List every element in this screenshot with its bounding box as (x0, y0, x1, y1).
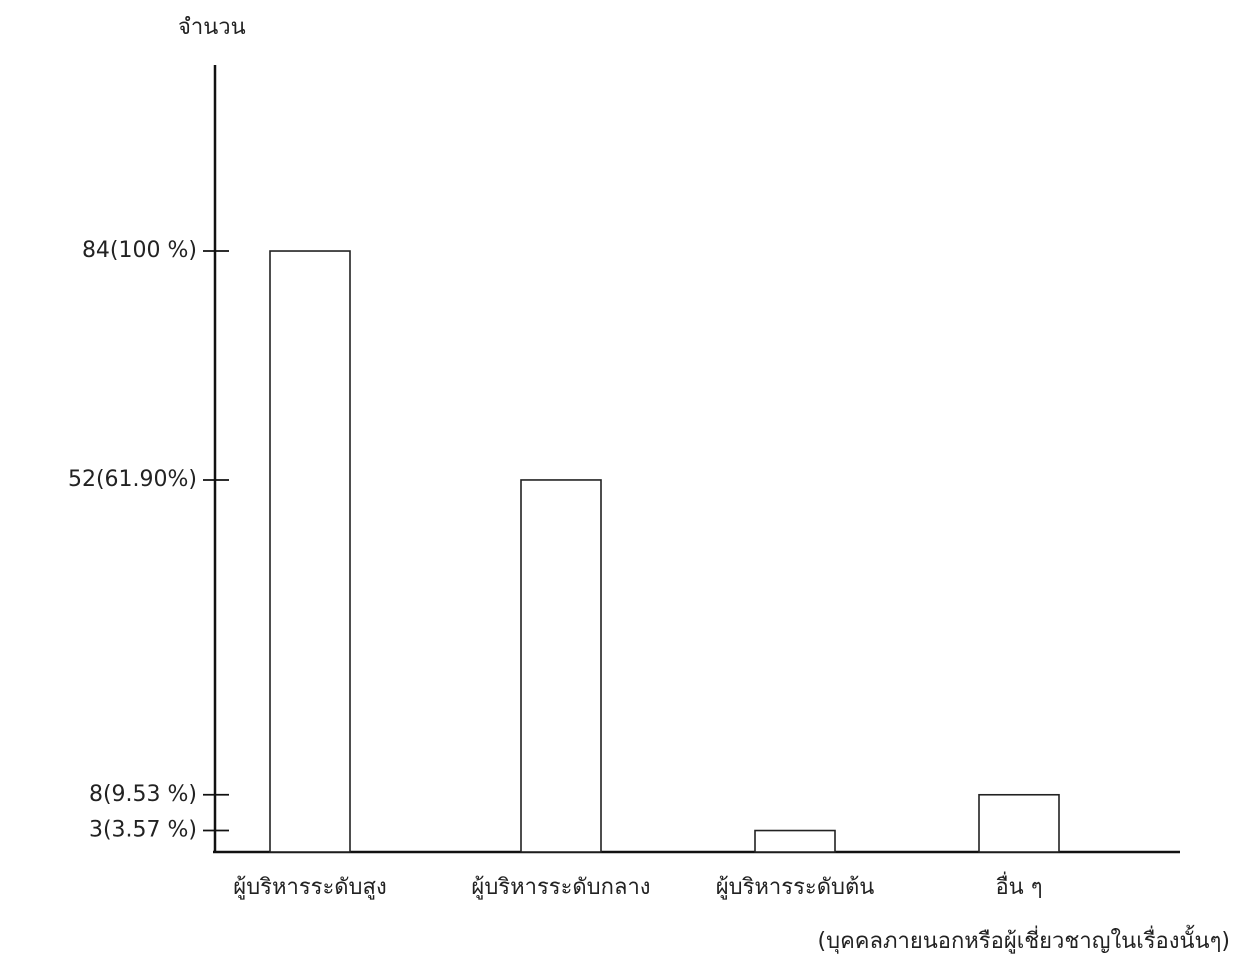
bar (754, 829, 836, 853)
y-tick-label: 3(3.57 %) (89, 818, 197, 843)
x-tick-label: ผู้บริหารระดับต้น (716, 875, 875, 900)
bar (520, 479, 602, 853)
x-tick-label: ผู้บริหารระดับกลาง (471, 875, 650, 900)
x-tick-label: อื่น ๆ (995, 871, 1042, 900)
bar (978, 793, 1060, 853)
bar (269, 250, 351, 853)
x-tick-label: ผู้บริหารระดับสูง (233, 875, 386, 900)
y-tick-label: 52(61.90%) (68, 467, 197, 492)
y-axis-title: จำนวน (178, 15, 246, 40)
category-note: (บุคคลภายนอกหรือผู้เชี่ยวชาญในเรื่องนั้น… (818, 925, 1230, 954)
y-tick-label: 8(9.53 %) (89, 782, 197, 807)
y-tick-label: 84(100 %) (82, 238, 197, 263)
